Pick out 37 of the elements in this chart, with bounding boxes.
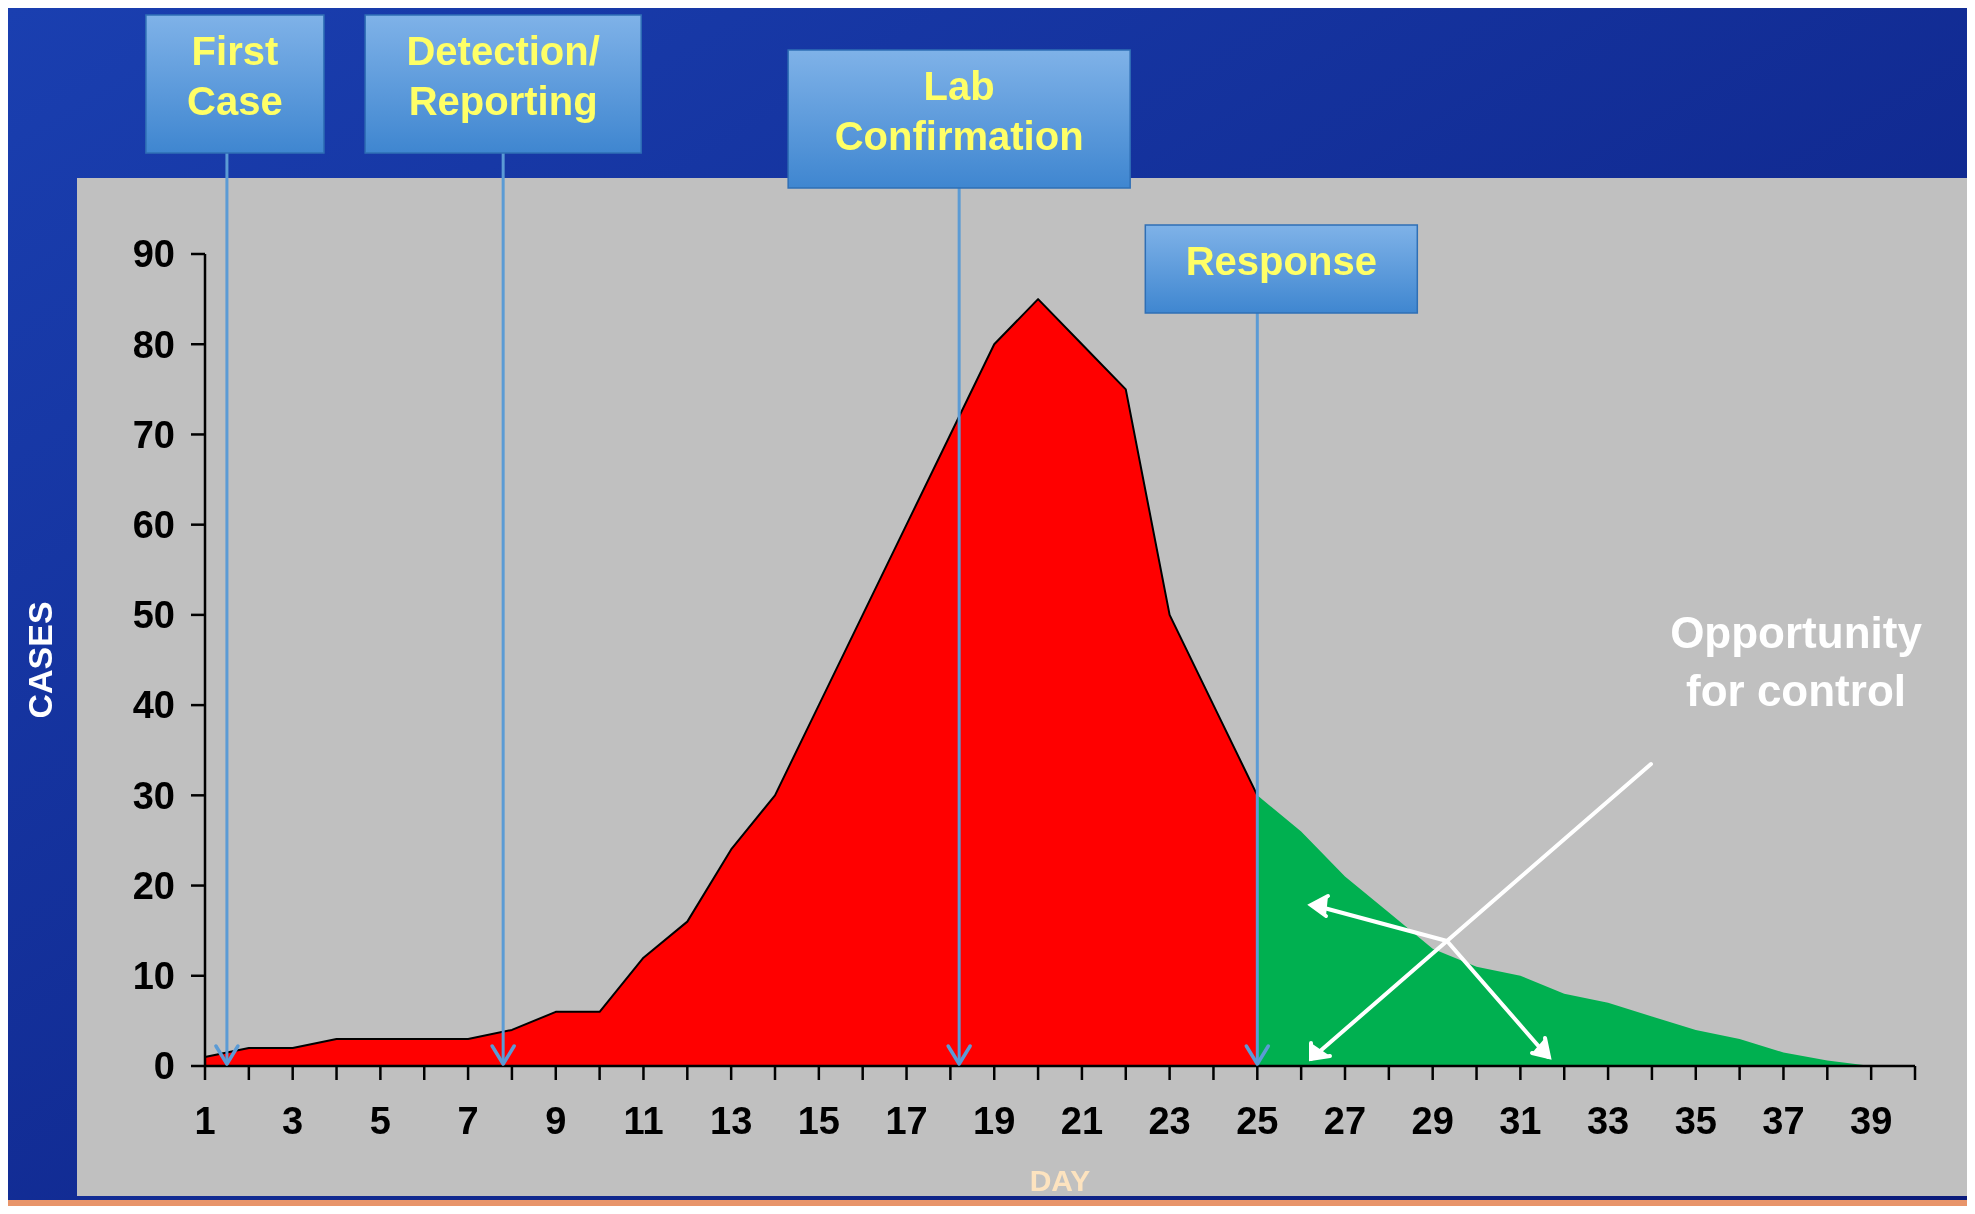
x-tick-label: 27 xyxy=(1323,1100,1367,1142)
y-tick-label: 90 xyxy=(132,233,175,276)
x-tick-label: 17 xyxy=(885,1100,928,1142)
x-tick-label: 13 xyxy=(710,1100,753,1142)
y-tick-label: 20 xyxy=(132,864,175,907)
x-tick-label: 7 xyxy=(457,1100,479,1142)
y-tick-label: 60 xyxy=(132,503,175,546)
x-tick-label: 29 xyxy=(1411,1100,1454,1142)
x-tick-label: 9 xyxy=(545,1100,567,1142)
y-tick-label: 40 xyxy=(132,684,175,727)
x-tick-label: 19 xyxy=(973,1100,1016,1142)
x-axis-title: DAY xyxy=(1029,1164,1091,1197)
annotation: Opportunity for control xyxy=(1670,608,1923,715)
x-tick-label: 39 xyxy=(1850,1100,1893,1142)
y-tick-label: 30 xyxy=(132,774,175,817)
y-axis-title: CASES xyxy=(21,601,59,719)
x-tick-label: 37 xyxy=(1762,1100,1805,1142)
x-tick-label: 5 xyxy=(369,1100,391,1142)
y-tick-label: 50 xyxy=(132,594,175,637)
ref-line-label: First Case xyxy=(187,29,283,123)
x-tick-label: 35 xyxy=(1674,1100,1717,1142)
x-tick-label: 3 xyxy=(282,1100,304,1142)
y-tick-label: 10 xyxy=(132,955,175,998)
y-tick-label: 80 xyxy=(132,323,175,366)
x-tick-label: 1 xyxy=(194,1100,216,1142)
ref-line-label: Lab Confirmation xyxy=(834,64,1084,158)
y-tick-label: 70 xyxy=(132,413,175,456)
x-tick-label: 25 xyxy=(1236,1100,1279,1142)
x-tick-label: 15 xyxy=(797,1100,840,1142)
ref-line-label: Response xyxy=(1185,239,1377,283)
ref-line-label: Detection/ Reporting xyxy=(406,29,600,123)
x-tick-label: 31 xyxy=(1499,1100,1542,1142)
x-tick-label: 33 xyxy=(1586,1100,1630,1142)
y-tick-label: 0 xyxy=(153,1045,175,1088)
x-tick-label: 23 xyxy=(1148,1100,1191,1142)
x-tick-label: 21 xyxy=(1060,1100,1104,1142)
x-tick-label: 11 xyxy=(623,1100,664,1142)
